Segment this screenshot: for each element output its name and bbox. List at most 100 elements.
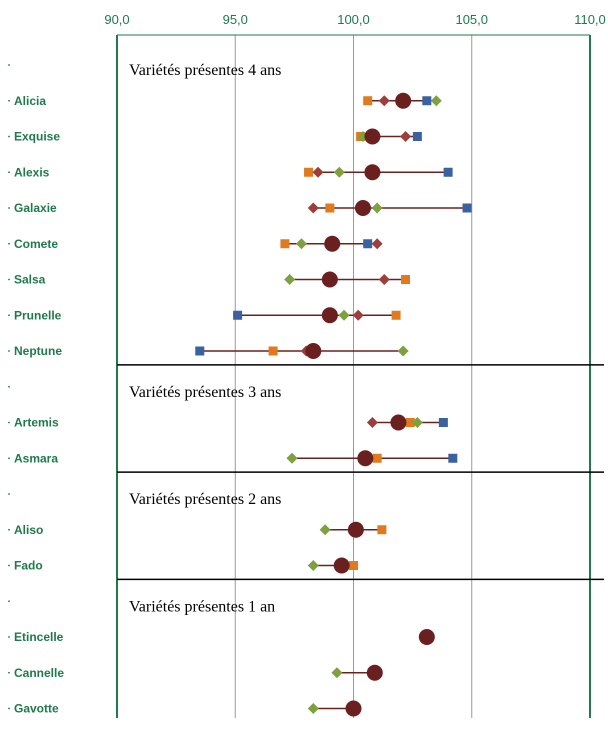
row-tick-dot bbox=[8, 99, 10, 102]
category-label: Comete bbox=[14, 237, 58, 251]
data-point-orange bbox=[304, 167, 314, 177]
row-tick-dot bbox=[8, 171, 10, 174]
data-point-blue bbox=[422, 96, 432, 106]
mean-point bbox=[305, 343, 322, 359]
data-point-green bbox=[333, 166, 345, 178]
data-point-green bbox=[307, 560, 319, 571]
mean-point bbox=[418, 629, 435, 645]
data-point-orange bbox=[349, 561, 358, 570]
data-point-red bbox=[371, 238, 383, 250]
row-tick-dot bbox=[8, 242, 10, 245]
data-point-blue bbox=[412, 132, 422, 141]
mean-point bbox=[321, 307, 338, 324]
data-point-green bbox=[284, 274, 296, 285]
row-tick-dot bbox=[8, 64, 10, 66]
data-point-blue bbox=[233, 310, 243, 320]
data-point-blue bbox=[443, 167, 453, 177]
category-label: Cannelle bbox=[14, 666, 64, 680]
data-point-green bbox=[307, 703, 319, 714]
category-label: Fado bbox=[14, 559, 43, 573]
mean-point bbox=[364, 128, 381, 145]
data-point-orange bbox=[391, 310, 401, 320]
mean-point bbox=[321, 271, 338, 288]
x-tick-label: 105,0 bbox=[455, 12, 488, 27]
data-point-orange bbox=[405, 418, 415, 427]
category-label: Neptune bbox=[14, 344, 62, 358]
row-tick-dot bbox=[8, 314, 10, 317]
data-point-blue bbox=[438, 418, 448, 427]
data-point-green bbox=[371, 202, 383, 214]
section-label: Variétés présentes 2 ans bbox=[129, 491, 281, 508]
category-label: Gavotte bbox=[14, 702, 59, 716]
data-point-green bbox=[295, 238, 307, 250]
row-tick-dot bbox=[8, 600, 10, 603]
category-label: Etincelle bbox=[14, 630, 64, 644]
category-label: Alexis bbox=[14, 165, 50, 179]
row-tick-dot bbox=[8, 385, 10, 388]
row-tick-dot bbox=[8, 207, 10, 209]
category-label: Alicia bbox=[14, 94, 46, 108]
row-tick-dot bbox=[8, 278, 10, 281]
mean-point bbox=[366, 664, 383, 681]
category-label: Galaxie bbox=[14, 201, 57, 215]
mean-point bbox=[333, 557, 350, 574]
data-point-orange bbox=[325, 203, 335, 213]
data-point-green bbox=[430, 95, 442, 107]
data-point-green bbox=[319, 524, 331, 536]
data-point-orange bbox=[401, 275, 411, 284]
data-point-red bbox=[378, 95, 390, 107]
data-point-orange bbox=[268, 346, 278, 356]
section-label: Variétés présentes 4 ans bbox=[129, 62, 281, 79]
row-tick-dot bbox=[8, 457, 10, 460]
x-tick-label: 110,0 bbox=[574, 12, 606, 27]
data-point-red bbox=[312, 166, 324, 178]
data-point-green bbox=[331, 667, 343, 679]
data-point-red bbox=[400, 131, 412, 142]
mean-point bbox=[347, 521, 364, 538]
row-tick-dot bbox=[8, 350, 10, 352]
mean-point bbox=[395, 92, 412, 109]
data-point-red bbox=[378, 274, 390, 285]
category-label: Prunelle bbox=[14, 308, 62, 322]
data-point-red bbox=[352, 309, 364, 321]
row-tick-dot bbox=[8, 671, 10, 674]
data-point-red bbox=[307, 202, 319, 214]
row-tick-dot bbox=[8, 493, 10, 495]
mean-point bbox=[354, 200, 371, 216]
x-tick-label: 100,0 bbox=[337, 12, 370, 27]
row-tick-dot bbox=[8, 707, 10, 710]
row-tick-dot bbox=[8, 421, 10, 424]
section-label: Variétés présentes 3 ans bbox=[129, 384, 281, 401]
mean-point bbox=[345, 700, 362, 717]
data-point-orange bbox=[377, 525, 387, 535]
row-tick-dot bbox=[8, 636, 10, 638]
mean-point bbox=[357, 450, 374, 467]
data-point-orange bbox=[280, 239, 290, 249]
row-tick-dot bbox=[8, 564, 10, 567]
data-point-blue bbox=[363, 239, 373, 249]
row-tick-dot bbox=[8, 528, 10, 531]
category-label: Aliso bbox=[14, 523, 43, 537]
category-label: Exquise bbox=[14, 130, 60, 144]
row-tick-dot bbox=[8, 135, 10, 138]
category-label: Artemis bbox=[14, 416, 59, 430]
data-point-green bbox=[338, 309, 350, 321]
data-point-blue bbox=[448, 453, 458, 463]
section-label: Variétés présentes 1 an bbox=[129, 598, 275, 615]
mean-point bbox=[324, 235, 341, 252]
x-tick-label: 90,0 bbox=[104, 12, 129, 27]
data-point-blue bbox=[462, 203, 472, 213]
data-point-red bbox=[366, 417, 378, 428]
mean-point bbox=[390, 414, 407, 431]
x-tick-label: 95,0 bbox=[223, 12, 248, 27]
data-point-green bbox=[286, 452, 298, 464]
data-point-green bbox=[397, 345, 409, 357]
data-point-green bbox=[411, 417, 423, 428]
mean-point bbox=[364, 164, 381, 181]
data-point-orange bbox=[372, 453, 382, 463]
category-label: Asmara bbox=[14, 451, 58, 465]
data-point-orange bbox=[363, 96, 373, 106]
data-point-blue bbox=[195, 346, 205, 356]
category-label: Salsa bbox=[14, 273, 46, 287]
